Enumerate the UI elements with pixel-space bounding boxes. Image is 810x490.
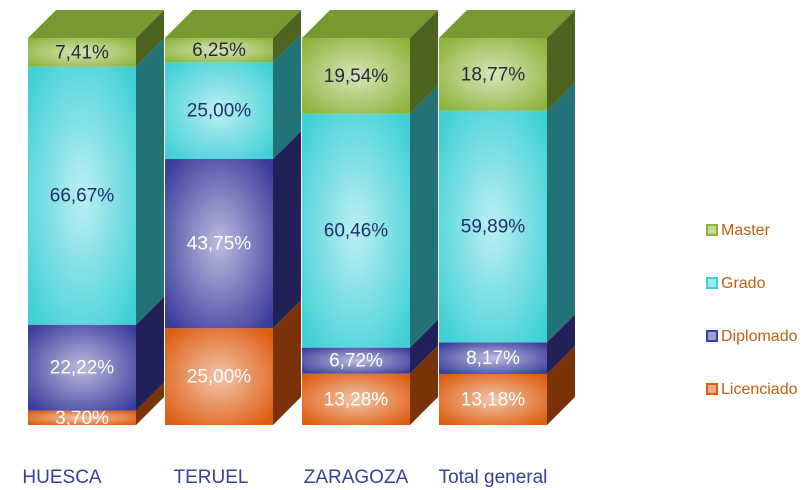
legend-swatch: [706, 224, 718, 236]
value-label: 6,25%: [192, 40, 246, 61]
x-tick-label: ZARAGOZA: [304, 467, 409, 488]
bar: [165, 158, 273, 329]
bar: [28, 324, 136, 411]
legend-swatch: [706, 330, 718, 342]
bar-side: [547, 314, 575, 374]
bar-side: [136, 382, 164, 425]
bar: [439, 373, 547, 425]
value-label: 19,54%: [324, 66, 389, 87]
value-label: 13,28%: [324, 389, 389, 410]
x-tick-label: TERUEL: [174, 467, 249, 488]
bar-side: [273, 300, 301, 425]
legend-label: Diplomado: [721, 328, 798, 345]
legend-label: Licenciado: [721, 381, 798, 398]
bar: [302, 347, 410, 374]
bar: [302, 38, 410, 114]
bar-side: [136, 38, 164, 325]
bar: [302, 113, 410, 348]
value-label: 7,41%: [55, 42, 109, 63]
bar-side: [547, 10, 575, 111]
bar-side: [547, 345, 575, 425]
bar-top: [302, 10, 438, 39]
bar-side: [410, 85, 438, 348]
bar: [165, 38, 273, 63]
bar-side: [547, 82, 575, 343]
bar-side: [410, 10, 438, 114]
value-label: 66,67%: [50, 186, 115, 207]
x-tick-label: HUESCA: [22, 467, 102, 488]
bar: [302, 373, 410, 425]
bar-top: [165, 10, 301, 39]
bar-top: [28, 10, 164, 39]
value-label: 22,22%: [50, 358, 115, 379]
bar: [165, 62, 273, 159]
legend-swatch: [706, 277, 718, 289]
bar-side: [136, 296, 164, 411]
value-label: 8,17%: [466, 348, 520, 369]
bar: [165, 328, 273, 425]
bar: [439, 38, 547, 111]
bar-side: [410, 319, 438, 374]
value-label: 18,77%: [461, 64, 526, 85]
value-label: 6,72%: [329, 351, 383, 372]
value-label: 59,89%: [461, 217, 526, 238]
value-label: 3,70%: [55, 408, 109, 429]
value-label: 13,18%: [461, 390, 526, 411]
bar-side: [136, 10, 164, 67]
bar: [28, 410, 136, 425]
bar-top: [439, 10, 575, 38]
bar-side: [273, 130, 301, 329]
value-label: 25,00%: [187, 101, 252, 122]
legend-label: Master: [721, 222, 771, 239]
x-tick-label: Total general: [439, 467, 548, 488]
value-label: 25,00%: [187, 367, 252, 388]
bar: [439, 342, 547, 374]
bar-side: [410, 345, 438, 425]
value-label: 60,46%: [324, 221, 389, 242]
legend-swatch: [706, 383, 718, 395]
bar-side: [273, 34, 301, 159]
value-label: 43,75%: [187, 234, 252, 255]
bar: [28, 38, 136, 67]
bar: [28, 66, 136, 325]
bar: [439, 110, 547, 343]
bar-side: [273, 10, 301, 63]
legend-label: Grado: [721, 275, 766, 292]
